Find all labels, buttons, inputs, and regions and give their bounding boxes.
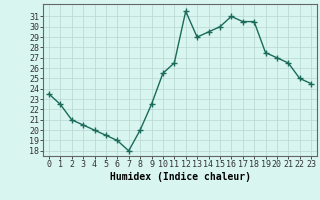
X-axis label: Humidex (Indice chaleur): Humidex (Indice chaleur) xyxy=(109,172,251,182)
